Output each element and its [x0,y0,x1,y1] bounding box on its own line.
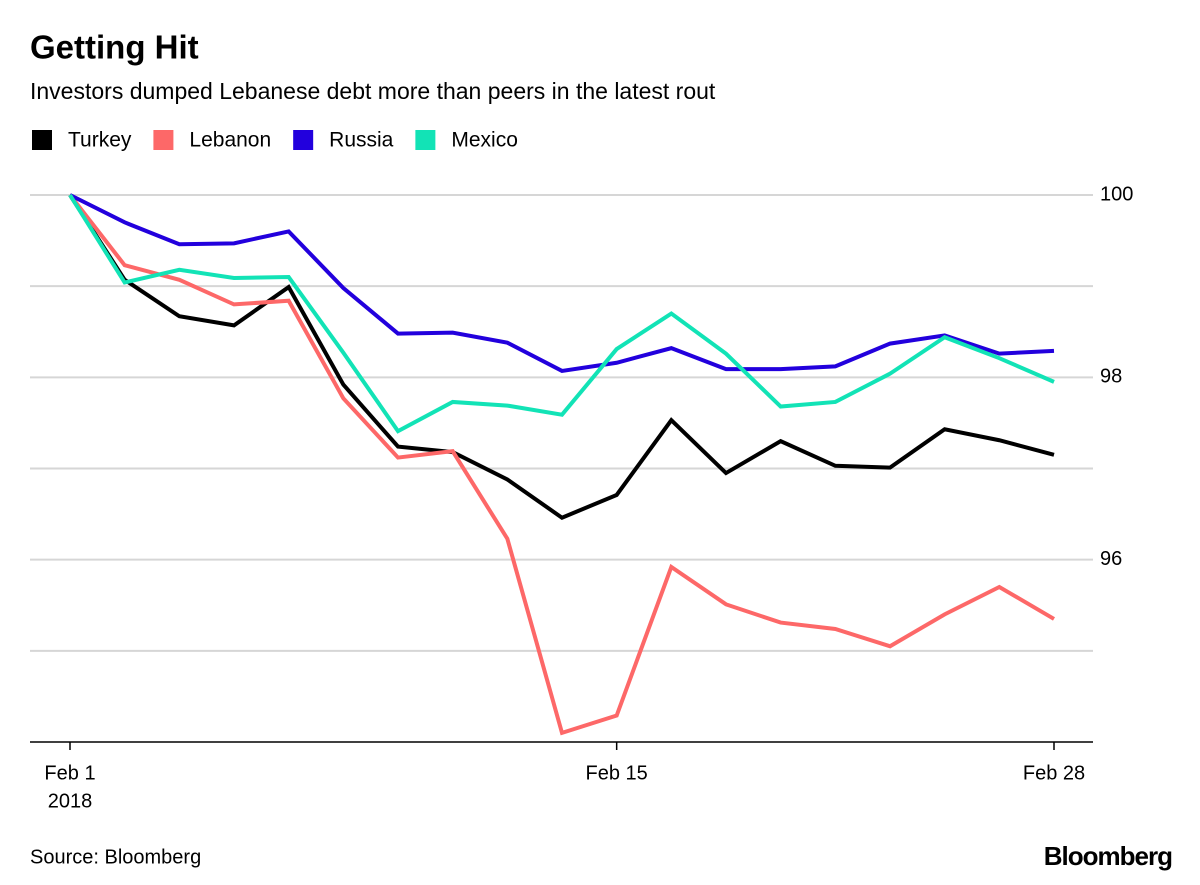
chart-title: Getting Hit [30,29,199,66]
y-tick-label: 96 [1100,548,1122,570]
brand: Bloomberg [1044,841,1172,871]
legend-swatch [415,130,436,150]
y-tick-label: 98 [1100,366,1122,388]
legend-label: Mexico [451,129,518,152]
legend-label: Russia [329,129,394,152]
legend-swatch [293,130,314,150]
chart-subtitle: Investors dumped Lebanese debt more than… [30,78,716,104]
legend-label: Lebanon [189,129,271,152]
series-line [68,193,1055,520]
series-line [68,193,1056,736]
source: Source: Bloomberg [30,846,201,868]
legend-label: Turkey [68,129,132,152]
x-year-label: 2018 [48,790,93,812]
x-tick-label: Feb 1 [44,762,95,784]
y-tick-label: 100 [1100,183,1133,205]
legend-swatch [32,130,52,150]
x-tick-label: Feb 15 [586,762,648,784]
series-line [69,193,1055,374]
series-line [68,193,1055,434]
x-tick-label: Feb 28 [1023,762,1085,784]
legend-swatch [153,130,174,150]
